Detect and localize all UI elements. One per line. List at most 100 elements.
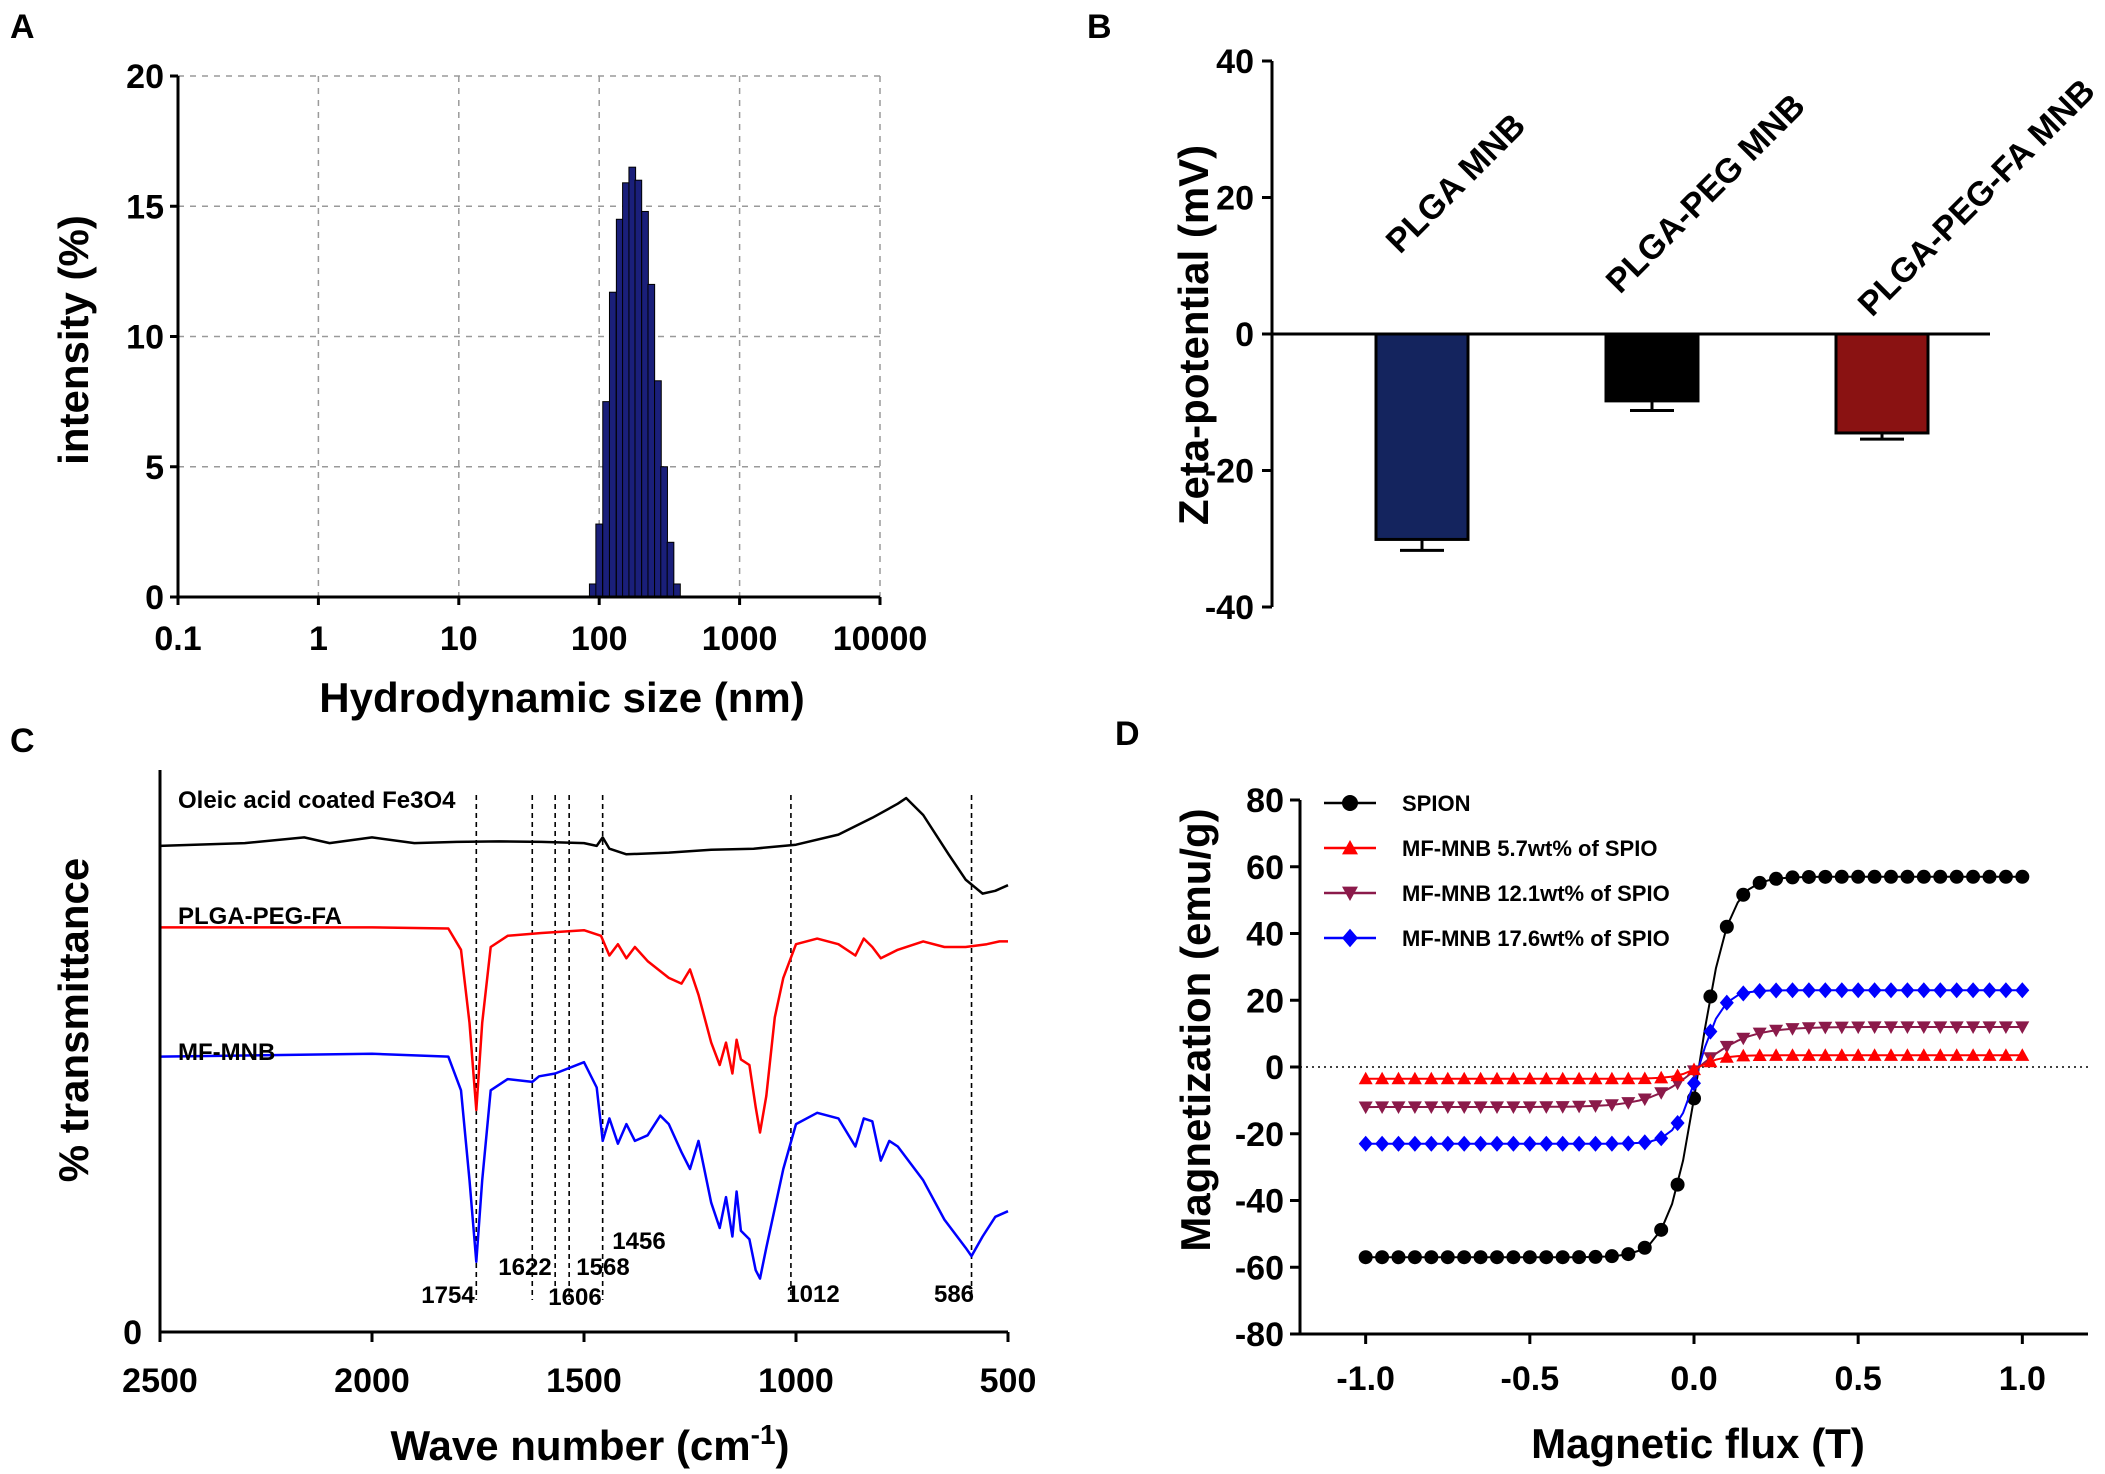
panel-d-x-tick-label: -1.0: [1336, 1360, 1395, 1398]
panel-d-data-point: [1933, 1021, 1948, 1034]
panel-d-data-point: [1801, 1022, 1816, 1035]
panel-d-data-point: [1588, 1100, 1603, 1113]
panel-d-data-point: [1539, 1101, 1554, 1114]
panel-c-axes: [158, 770, 1010, 1342]
panel-d-data-point: [1818, 869, 1833, 884]
panel-d-data-point: [1670, 1068, 1685, 1082]
panel-d-data-point: [1588, 1135, 1603, 1152]
panel-d-data-point: [1621, 1071, 1636, 1085]
panel-c-spectra: [159, 796, 1009, 1280]
panel-d-data-point: [1555, 1135, 1570, 1152]
panel-c-series-line: [160, 926, 1008, 1134]
panel-b-y-tick-label: -20: [1205, 453, 1254, 491]
panel-b-axes: [1262, 59, 1990, 609]
panel-d-data-point: [1785, 1023, 1800, 1036]
panel-b-bars: [1374, 332, 1930, 552]
panel-b-category-label: PLGA MNB: [1379, 106, 1533, 260]
panel-c-y-tick-label: 0: [123, 1314, 142, 1352]
panel-d-data-point: [1884, 1021, 1898, 1034]
panel-c-x-tick-label: 2000: [334, 1362, 410, 1400]
panel-d-data-point: [1670, 1177, 1685, 1192]
panel-d-data-point: [1998, 869, 2013, 884]
panel-d-data-point: [1998, 1048, 2013, 1061]
panel-d-data-point: [1966, 869, 1981, 884]
panel-d-series-group: [1358, 869, 2030, 1265]
panel-d-x-tick-label: 1.0: [1999, 1360, 2046, 1398]
panel-d-data-point: [1522, 1135, 1537, 1152]
panel-c-xlabel-end: ): [776, 1422, 790, 1469]
panel-d-series-group: [1358, 982, 2030, 1152]
panel-d-data-point: [2015, 1021, 2030, 1034]
panel-d-data-point: [1621, 1097, 1636, 1110]
panel-d-data-point: [1670, 1115, 1685, 1132]
panel-d-data-point: [1604, 1135, 1619, 1152]
panel-d-legend-label: MF-MNB 12.1wt% of SPIO: [1402, 881, 1670, 906]
panel-d-data-point: [1637, 1134, 1652, 1151]
panel-d-data-point: [1391, 1071, 1406, 1085]
panel-d-data-point: [1572, 1071, 1587, 1085]
panel-d-data-point: [1506, 1135, 1521, 1152]
panel-b-category-label: PLGA-PEG MNB: [1599, 87, 1813, 301]
panel-d-data-point: [1736, 1048, 1751, 1062]
panel-d-y-tick-label: 60: [1246, 849, 1284, 887]
panel-d-y-tick-label: -60: [1235, 1249, 1284, 1287]
panel-d-magnetization: -1.0 -0.5 0.0 0.5 1.0 -80 -60 -40 -20 0 20 40 60 80 S…: [1172, 782, 2088, 1467]
panel-d-data-point: [1769, 1024, 1784, 1038]
panel-d-data-point: [1621, 1135, 1636, 1152]
panel-d-data-point: [1736, 887, 1751, 902]
panel-c-reference-lines: [475, 795, 973, 1300]
panel-d-data-point: [1473, 1071, 1488, 1085]
panel-a-ylabel: intensity (%): [50, 215, 97, 465]
panel-d-data-point: [1785, 870, 1800, 885]
panel-d-data-point: [2015, 982, 2030, 999]
panel-d-x-tick-label: 0.0: [1670, 1360, 1717, 1398]
panel-c-ylabel: % transmittance: [50, 858, 97, 1182]
panel-c-x-tick-label: 2500: [122, 1362, 198, 1400]
panel-d-y-tick-label: 80: [1246, 782, 1284, 820]
panel-d-data-point: [1490, 1135, 1504, 1152]
panel-d-data-point: [1916, 982, 1931, 999]
panel-d-data-point: [1736, 985, 1751, 1002]
panel-d-data-point: [1506, 1250, 1521, 1265]
panel-d-axes: [1290, 798, 2088, 1344]
panel-d-data-point: [1769, 982, 1784, 999]
panel-d-data-point: [1555, 1250, 1570, 1265]
panel-d-data-point: [1998, 982, 2013, 999]
panel-d-data-point: [1998, 1021, 2013, 1034]
panel-d-y-tick-label: -40: [1235, 1183, 1284, 1221]
panel-d-data-point: [1834, 1021, 1849, 1035]
panel-d-series-group: [1358, 1048, 2030, 1085]
panel-d-data-point: [1358, 1101, 1373, 1115]
panel-d-data-point: [1358, 1135, 1373, 1152]
panel-d-data-point: [1982, 869, 1997, 884]
panel-d-tick-labels: -1.0 -0.5 0.0 0.5 1.0 -80 -60 -40 -20 0 20 40 60 80: [1235, 782, 2046, 1398]
panel-c-series-name: Oleic acid coated Fe3O4: [178, 787, 456, 814]
panel-c-peak-label: 1012: [786, 1281, 839, 1308]
panel-d-data-point: [1884, 869, 1898, 884]
panel-b-y-tick-label: 40: [1216, 43, 1254, 81]
panel-label-d: D: [1115, 715, 1140, 753]
panel-d-data-point: [1522, 1101, 1537, 1114]
panel-d-data-point: [1736, 1032, 1751, 1046]
panel-a-x-tick-label: 10: [440, 620, 478, 658]
panel-a-y-tick-label: 10: [126, 319, 164, 357]
panel-d-data-point: [1457, 1071, 1472, 1085]
panel-c-ftir: 2500 2000 1500 1000 500 0 1754 1622 1606 1568145…: [50, 770, 1036, 1469]
panel-c-series-name: MF-MNB: [178, 1039, 275, 1066]
panel-a-bar: [647, 283, 656, 598]
panel-d-legend-marker: [1342, 795, 1358, 811]
panel-d-data-point: [1457, 1250, 1472, 1265]
panel-d-data-point: [1851, 1021, 1866, 1035]
panel-label-c: C: [10, 722, 35, 760]
panel-d-data-point: [1391, 1101, 1406, 1114]
panel-d-data-point: [1407, 1135, 1422, 1152]
panel-d-data-point: [1604, 1249, 1619, 1264]
panel-d-legend: SPION MF-MNB 5.7wt% of SPIO MF-MNB 12.1wt%…: [1324, 791, 1670, 951]
panel-d-data-point: [1769, 1048, 1784, 1061]
panel-b-y-tick-label: 0: [1235, 316, 1254, 354]
panel-d-data-point: [1375, 1250, 1390, 1265]
panel-d-data-point: [1933, 982, 1948, 999]
panel-d-data-point: [1900, 982, 1915, 999]
panel-d-y-tick-label: 20: [1246, 982, 1284, 1020]
panel-b-tick-labels: -40 -20 0 20 40: [1205, 43, 1254, 627]
